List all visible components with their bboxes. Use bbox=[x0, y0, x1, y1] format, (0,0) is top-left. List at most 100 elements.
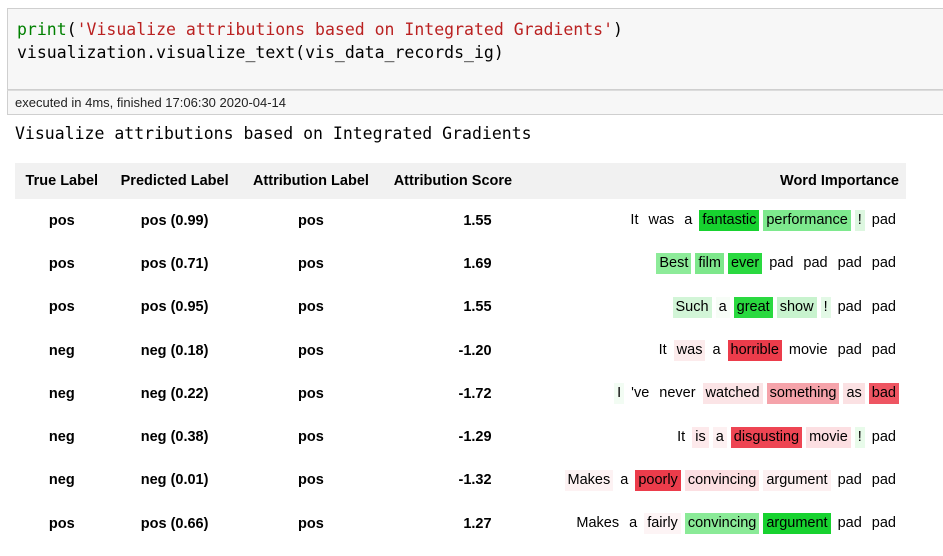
header-attribution-label: Attribution Label bbox=[240, 163, 382, 199]
cell-word-importance: Such a great show! pad pad bbox=[525, 286, 906, 329]
cell-predicted-label: pos (0.95) bbox=[140, 299, 209, 316]
word-token: pad bbox=[868, 426, 899, 448]
word-token: Makes bbox=[573, 513, 623, 535]
table-row: neg neg (0.38) pos -1.29 It is a disgusting movi… bbox=[15, 415, 906, 458]
table-body: pos pos (0.99) pos 1.55 It was a fantastic perfo… bbox=[15, 199, 906, 545]
word-token: a bbox=[617, 469, 632, 491]
word-token: a bbox=[715, 296, 730, 318]
cell-word-importance: Makes a poorly convincing argument pad pad bbox=[525, 459, 906, 502]
table-row: pos pos (0.95) pos 1.55 Such a great show! pad pa… bbox=[15, 286, 906, 329]
header-predicted-label: Predicted Label bbox=[108, 163, 241, 199]
cell-attribution-score: 1.27 bbox=[463, 515, 492, 532]
cell-predicted-label: neg (0.22) bbox=[140, 385, 209, 402]
cell-true-label: neg bbox=[48, 385, 75, 402]
word-token: Such bbox=[672, 296, 712, 318]
cell-attribution-label: pos bbox=[298, 299, 324, 316]
table-row: pos pos (0.99) pos 1.55 It was a fantastic perfo… bbox=[15, 199, 906, 242]
word-token: poorly bbox=[635, 469, 681, 491]
word-token: a bbox=[626, 513, 641, 535]
word-token: pad bbox=[868, 469, 899, 491]
cell-true-label: neg bbox=[48, 429, 75, 446]
word-token: pad bbox=[868, 296, 899, 318]
cell-attribution-score: 1.69 bbox=[463, 255, 492, 272]
word-token: ! bbox=[820, 296, 831, 318]
cell-true-label: neg bbox=[48, 472, 75, 489]
header-true-label: True Label bbox=[15, 163, 109, 199]
word-token: movie bbox=[785, 340, 831, 362]
cell-attribution-label: pos bbox=[298, 429, 324, 446]
word-token: disgusting bbox=[730, 426, 803, 448]
cell-predicted-label: pos (0.71) bbox=[140, 255, 209, 272]
cell-true-label: pos bbox=[48, 212, 75, 229]
table-row: neg neg (0.22) pos -1.72 I've never watched som… bbox=[15, 372, 906, 415]
cell-attribution-score: -1.32 bbox=[458, 472, 492, 489]
cell-attribution-label: pos bbox=[298, 515, 324, 532]
word-token: convincing bbox=[684, 513, 760, 535]
word-token: ever bbox=[727, 253, 763, 275]
word-token: ! bbox=[854, 426, 865, 448]
word-token: fairly bbox=[644, 513, 681, 535]
word-token: I bbox=[614, 383, 625, 405]
table-row: neg neg (0.01) pos -1.32 Makes a poorly convinc… bbox=[15, 459, 906, 502]
word-token: ! bbox=[854, 210, 865, 232]
word-token: pad bbox=[766, 253, 797, 275]
cell-predicted-label: pos (0.66) bbox=[140, 515, 209, 532]
cell-predicted-label: neg (0.01) bbox=[140, 472, 209, 489]
word-token: convincing bbox=[684, 469, 760, 491]
cell-true-label: neg bbox=[48, 342, 75, 359]
word-token: It bbox=[674, 426, 689, 448]
code-keyword: print bbox=[17, 20, 67, 39]
cell-word-importance: Best film ever pad pad pad pad bbox=[525, 242, 906, 285]
cell-word-importance: Makes a fairly convincing argument pad pad bbox=[525, 502, 906, 545]
header-attribution-score: Attribution Score bbox=[381, 163, 525, 199]
code-string: 'Visualize attributions based on Integra… bbox=[76, 20, 614, 39]
cell-attribution-label: pos bbox=[298, 212, 324, 229]
word-token: 've bbox=[628, 383, 653, 405]
word-token: argument bbox=[763, 513, 831, 535]
cell-word-importance: It was a horrible movie pad pad bbox=[525, 329, 906, 372]
table-row: pos pos (0.71) pos 1.69 Best film ever pad pad pa… bbox=[15, 242, 906, 285]
cell-predicted-label: pos (0.99) bbox=[140, 212, 209, 229]
code-editor[interactable]: print('Visualize attributions based on I… bbox=[17, 18, 623, 64]
table-row: pos pos (0.66) pos 1.27 Makes a fairly convinci… bbox=[15, 502, 906, 545]
word-token: It bbox=[627, 210, 642, 232]
word-token: pad bbox=[868, 513, 899, 535]
word-token: watched bbox=[702, 383, 763, 405]
word-token: movie bbox=[806, 426, 851, 448]
word-token: a bbox=[681, 210, 696, 232]
word-token: pad bbox=[800, 253, 831, 275]
word-token: Best bbox=[656, 253, 692, 275]
word-token: was bbox=[673, 340, 706, 362]
word-token: never bbox=[656, 383, 699, 405]
table-header-row: True Label Predicted Label Attribution L… bbox=[15, 163, 906, 199]
word-token: pad bbox=[834, 253, 865, 275]
word-token: argument bbox=[763, 469, 831, 491]
word-token: great bbox=[733, 296, 773, 318]
execution-status: executed in 4ms, finished 17:06:30 2020-… bbox=[7, 90, 943, 115]
cell-word-importance: I've never watched something as bad bbox=[525, 372, 906, 415]
code-line-2: visualization.visualize_text(vis_data_re… bbox=[17, 43, 504, 62]
cell-attribution-label: pos bbox=[298, 255, 324, 272]
cell-true-label: pos bbox=[48, 515, 75, 532]
word-token: pad bbox=[834, 340, 865, 362]
cell-attribution-score: -1.72 bbox=[458, 385, 492, 402]
cell-true-label: pos bbox=[48, 299, 75, 316]
word-token: pad bbox=[868, 253, 899, 275]
word-token: is bbox=[692, 426, 709, 448]
word-token: something bbox=[766, 383, 840, 405]
cell-word-importance: It was a fantastic performance! pad bbox=[525, 199, 906, 242]
cell-attribution-score: -1.20 bbox=[458, 342, 492, 359]
word-token: a bbox=[712, 426, 727, 448]
word-token: pad bbox=[868, 340, 899, 362]
cell-word-importance: It is a disgusting movie! pad bbox=[525, 415, 906, 458]
code-cell-input[interactable]: print('Visualize attributions based on I… bbox=[7, 8, 943, 90]
word-token: film bbox=[695, 253, 724, 275]
header-word-importance: Word Importance bbox=[524, 163, 906, 199]
word-token: pad bbox=[834, 513, 865, 535]
output-heading: Visualize attributions based on Integrat… bbox=[15, 124, 532, 143]
table-row: neg neg (0.18) pos -1.20 It was a horrible movie… bbox=[15, 329, 906, 372]
cell-attribution-label: pos bbox=[298, 342, 324, 359]
word-token: pad bbox=[834, 296, 865, 318]
word-token: as bbox=[843, 383, 865, 405]
word-token: show bbox=[776, 296, 817, 318]
